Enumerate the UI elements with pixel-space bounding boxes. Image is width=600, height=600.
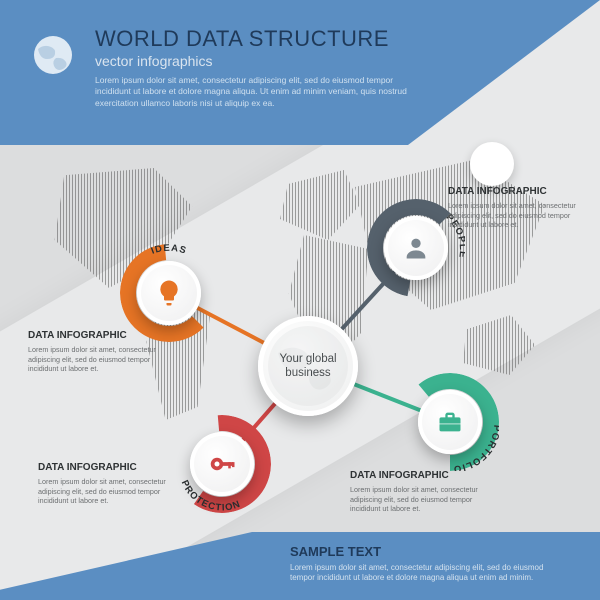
callout-body: Lorem ipsum dolor sit amet, consectetur … <box>28 345 168 374</box>
node-people: PEOPLE <box>384 216 448 280</box>
callout-people: DATA INFOGRAPHIC Lorem ipsum dolor sit a… <box>448 186 588 230</box>
callout-protection: DATA INFOGRAPHIC Lorem ipsum dolor sit a… <box>38 462 178 506</box>
footer-body: Lorem ipsum dolor sit amet, consectetur … <box>290 563 560 584</box>
callout-title: DATA INFOGRAPHIC <box>350 470 490 482</box>
page-subtitle: vector infographics <box>95 53 578 69</box>
infographic-stage: WORLD DATA STRUCTURE vector infographics… <box>0 0 600 600</box>
callout-body: Lorem ipsum dolor sit amet, consectetur … <box>448 201 588 230</box>
node-protection: PROTECTION <box>190 432 254 496</box>
node-ideas: IDEAS <box>137 261 201 325</box>
callout-portfolio: DATA INFOGRAPHIC Lorem ipsum dolor sit a… <box>350 470 490 514</box>
key-icon <box>207 449 237 479</box>
page-title: WORLD DATA STRUCTURE <box>95 28 578 50</box>
briefcase-icon <box>436 408 464 436</box>
header-body-text: Lorem ipsum dolor sit amet, consectetur … <box>95 75 415 109</box>
footer-title: SAMPLE TEXT <box>290 544 600 559</box>
person-icon <box>402 234 430 262</box>
hub-node: Your global business <box>258 316 358 416</box>
callout-title: DATA INFOGRAPHIC <box>38 462 178 474</box>
callout-body: Lorem ipsum dolor sit amet, consectetur … <box>350 485 490 514</box>
callout-body: Lorem ipsum dolor sit amet, consectetur … <box>38 477 178 506</box>
globe-icon <box>30 32 76 78</box>
callout-ideas: DATA INFOGRAPHIC Lorem ipsum dolor sit a… <box>28 330 168 374</box>
lightbulb-icon <box>154 278 184 308</box>
callout-title: DATA INFOGRAPHIC <box>448 186 588 198</box>
callout-title: DATA INFOGRAPHIC <box>28 330 168 342</box>
node-portfolio: PORTFOLIO <box>418 390 482 454</box>
decorative-dot <box>470 142 514 186</box>
